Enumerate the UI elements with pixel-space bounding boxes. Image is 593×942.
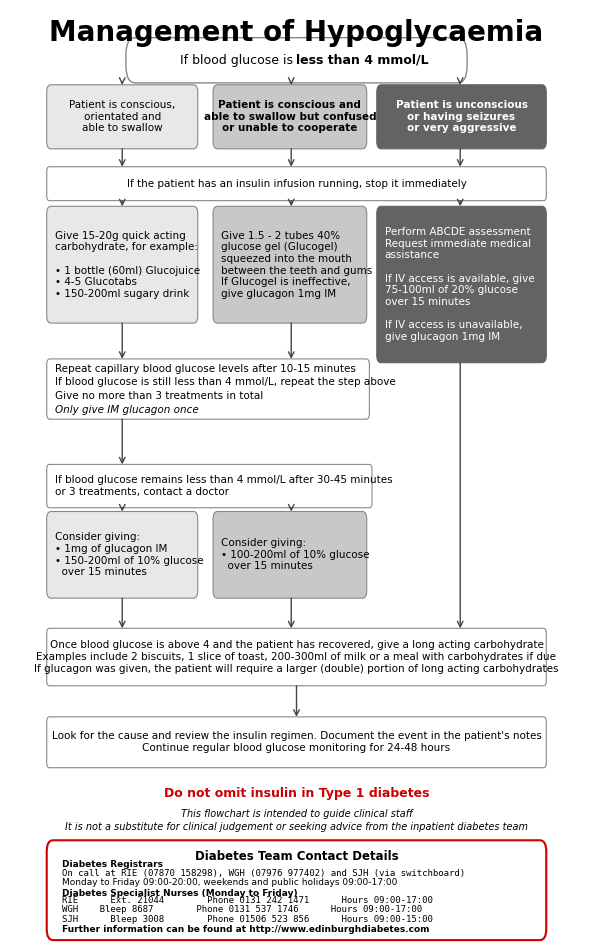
Text: If blood glucose remains less than 4 mmol/L after 30-45 minutes
or 3 treatments,: If blood glucose remains less than 4 mmo…: [55, 476, 392, 496]
Text: Diabetes Specialist Nurses (Monday to Friday): Diabetes Specialist Nurses (Monday to Fr…: [62, 888, 297, 898]
Text: Diabetes Registrars: Diabetes Registrars: [62, 860, 162, 869]
Text: Consider giving:
• 100-200ml of 10% glucose
  over 15 minutes: Consider giving: • 100-200ml of 10% gluc…: [221, 538, 369, 572]
FancyBboxPatch shape: [47, 359, 369, 419]
Text: less than 4 mmol/L: less than 4 mmol/L: [296, 54, 429, 67]
Text: If blood glucose is still less than 4 mmol/L, repeat the step above: If blood glucose is still less than 4 mm…: [55, 377, 396, 387]
Text: SJH      Bleep 3008        Phone 01506 523 856      Hours 09:00-15:00: SJH Bleep 3008 Phone 01506 523 856 Hours…: [62, 915, 432, 923]
FancyBboxPatch shape: [377, 85, 546, 149]
FancyBboxPatch shape: [47, 206, 197, 323]
FancyBboxPatch shape: [47, 464, 372, 508]
FancyBboxPatch shape: [213, 206, 366, 323]
Text: Patient is unconscious
or having seizures
or very aggressive: Patient is unconscious or having seizure…: [396, 100, 528, 134]
FancyBboxPatch shape: [47, 167, 546, 201]
Text: Give 1.5 - 2 tubes 40%
glucose gel (Glucogel)
squeezed into the mouth
between th: Give 1.5 - 2 tubes 40% glucose gel (Gluc…: [221, 231, 372, 299]
Text: Do not omit insulin in Type 1 diabetes: Do not omit insulin in Type 1 diabetes: [164, 787, 429, 800]
FancyBboxPatch shape: [47, 840, 546, 940]
Text: Diabetes Team Contact Details: Diabetes Team Contact Details: [195, 850, 398, 863]
FancyBboxPatch shape: [377, 206, 546, 363]
Text: Repeat capillary blood glucose levels after 10-15 minutes: Repeat capillary blood glucose levels af…: [55, 364, 356, 374]
Text: This flowchart is intended to guide clinical staff: This flowchart is intended to guide clin…: [181, 809, 412, 819]
Text: WGH    Bleep 8687        Phone 0131 537 1746      Hours 09:00-17:00: WGH Bleep 8687 Phone 0131 537 1746 Hours…: [62, 905, 422, 915]
Text: Only give IM glucagon once: Only give IM glucagon once: [55, 404, 199, 414]
Text: RIE      Ext. 21044        Phone 0131 242 1471      Hours 09:00-17:00: RIE Ext. 21044 Phone 0131 242 1471 Hours…: [62, 897, 432, 905]
FancyBboxPatch shape: [213, 85, 366, 149]
Text: Give no more than 3 treatments in total: Give no more than 3 treatments in total: [55, 391, 263, 401]
Text: Patient is conscious,
orientated and
able to swallow: Patient is conscious, orientated and abl…: [69, 100, 176, 134]
FancyBboxPatch shape: [47, 512, 197, 598]
FancyBboxPatch shape: [47, 628, 546, 686]
Text: Further information can be found at http://www.edinburghdiabetes.com: Further information can be found at http…: [62, 925, 429, 934]
Text: On call at RIE (07870 158298), WGH (07976 977402) and SJH (via switchboard): On call at RIE (07870 158298), WGH (0797…: [62, 869, 465, 878]
Text: If blood glucose is: If blood glucose is: [180, 54, 296, 67]
Text: Look for the cause and review the insulin regimen. Document the event in the pat: Look for the cause and review the insuli…: [52, 732, 541, 753]
Text: Perform ABCDE assessment
Request immediate medical
assistance

If IV access is a: Perform ABCDE assessment Request immedia…: [385, 227, 534, 342]
Text: Once blood glucose is above 4 and the patient has recovered, give a long acting : Once blood glucose is above 4 and the pa…: [34, 641, 559, 674]
FancyBboxPatch shape: [126, 38, 467, 83]
Text: Management of Hypoglycaemia: Management of Hypoglycaemia: [49, 19, 544, 47]
Text: Patient is conscious and
able to swallow but confused
or unable to cooperate: Patient is conscious and able to swallow…: [203, 100, 376, 134]
FancyBboxPatch shape: [47, 85, 197, 149]
Text: It is not a substitute for clinical judgement or seeking advice from the inpatie: It is not a substitute for clinical judg…: [65, 822, 528, 832]
Text: Consider giving:
• 1mg of glucagon IM
• 150-200ml of 10% glucose
  over 15 minut: Consider giving: • 1mg of glucagon IM • …: [55, 532, 203, 577]
Text: If the patient has an insulin infusion running, stop it immediately: If the patient has an insulin infusion r…: [126, 179, 467, 188]
FancyBboxPatch shape: [213, 512, 366, 598]
Text: Give 15-20g quick acting
carbohydrate, for example:

• 1 bottle (60ml) Glucojuic: Give 15-20g quick acting carbohydrate, f…: [55, 231, 200, 299]
FancyBboxPatch shape: [47, 717, 546, 768]
Text: Monday to Friday 09:00-20:00, weekends and public holidays 09:00-17:00: Monday to Friday 09:00-20:00, weekends a…: [62, 878, 397, 887]
